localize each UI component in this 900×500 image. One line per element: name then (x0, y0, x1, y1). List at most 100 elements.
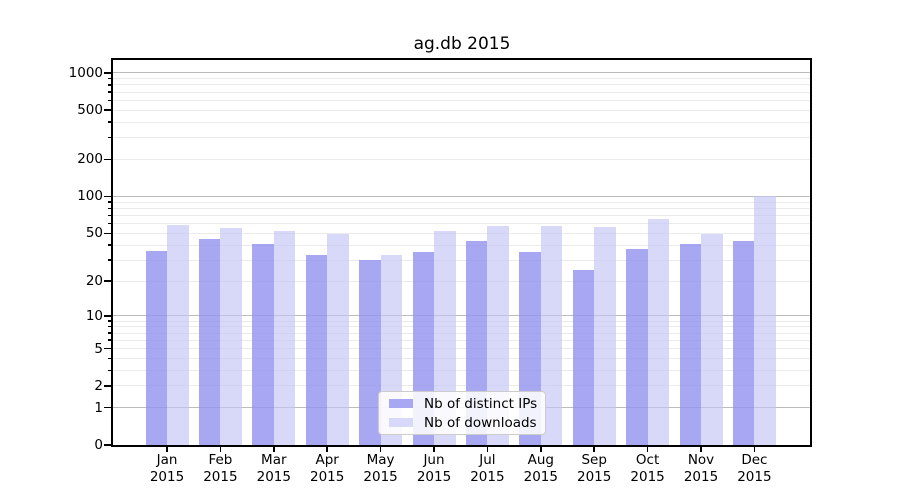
minor-gridline (113, 91, 810, 93)
y-tick-mark (104, 444, 111, 446)
minor-gridline (113, 223, 810, 225)
y-minor-tick-mark (107, 222, 111, 225)
x-tick-month: Mar (261, 452, 287, 468)
x-tick-mark-jul (486, 447, 489, 452)
y-minor-tick-mark (107, 77, 111, 80)
x-tick-label-jun: Jun 2015 (404, 452, 464, 485)
x-tick-label-aug: Aug 2015 (511, 452, 571, 485)
x-tick-mark-may (379, 447, 382, 452)
x-tick-year: 2015 (523, 468, 558, 485)
x-tick-label-sep: Sep 2015 (564, 452, 624, 485)
legend-item-downloads: Nb of downloads (389, 414, 537, 431)
minor-gridline (113, 280, 810, 282)
bar-distinct-ips-mar (252, 243, 274, 445)
y-tick-mark (104, 406, 111, 409)
minor-gridline (113, 357, 810, 359)
x-tick-label-apr: Apr 2015 (297, 452, 357, 485)
x-tick-label-mar: Mar 2015 (244, 452, 304, 485)
x-tick-month: Dec (741, 452, 768, 468)
y-minor-tick-mark (107, 99, 111, 102)
x-tick-mark-feb (219, 447, 222, 452)
y-minor-tick-mark (107, 244, 111, 246)
major-gridline (113, 195, 810, 197)
bar-distinct-ips-may (359, 260, 381, 445)
x-tick-mark-apr (326, 447, 328, 452)
x-tick-year: 2015 (737, 468, 772, 485)
y-tick-mark (104, 195, 111, 198)
legend-swatch-distinct-ips (389, 399, 413, 408)
y-minor-tick-mark (107, 136, 111, 139)
x-tick-mark-sep (593, 447, 595, 452)
x-tick-year: 2015 (470, 468, 505, 485)
x-tick-month: Apr (315, 452, 339, 468)
y-tick-mark (104, 232, 111, 234)
x-tick-year: 2015 (577, 468, 612, 485)
minor-gridline (113, 232, 810, 234)
y-minor-tick-mark (107, 201, 111, 203)
minor-gridline (113, 348, 810, 349)
y-minor-tick-mark (107, 91, 111, 93)
x-tick-label-dec: Dec 2015 (724, 452, 784, 485)
x-tick-year: 2015 (149, 468, 185, 485)
minor-gridline (113, 158, 810, 160)
y-tick-mark (104, 385, 111, 387)
bar-downloads-jul (487, 226, 509, 445)
minor-gridline (113, 137, 810, 139)
bar-downloads-aug (540, 226, 563, 445)
y-tick-label-100: 100 (77, 188, 103, 205)
bar-distinct-ips-dec (732, 241, 755, 445)
bar-distinct-ips-nov (679, 243, 701, 445)
legend-label-downloads: Nb of downloads (424, 414, 537, 431)
x-tick-month: Nov (687, 452, 715, 468)
minor-gridline (113, 369, 810, 371)
y-minor-tick-mark (107, 259, 111, 261)
bar-distinct-ips-jan (145, 250, 167, 445)
x-tick-mark-aug (540, 447, 542, 452)
y-tick-label-500: 500 (77, 102, 103, 119)
minor-gridline (113, 201, 810, 203)
major-gridline (113, 315, 810, 317)
x-tick-year: 2015 (256, 468, 291, 485)
x-tick-mark-mar (273, 447, 275, 452)
y-tick-mark (104, 72, 111, 74)
legend-item-distinct-ips: Nb of distinct IPs (389, 395, 538, 412)
minor-gridline (113, 320, 810, 322)
x-tick-month: May (366, 452, 395, 468)
y-minor-tick-mark (107, 339, 111, 341)
bar-downloads-jan (167, 224, 189, 445)
legend-label-distinct-ips: Nb of distinct IPs (424, 395, 538, 412)
y-minor-tick-mark (107, 214, 111, 217)
x-tick-year: 2015 (363, 468, 398, 485)
bar-distinct-ips-oct (626, 249, 648, 445)
legend-swatch-downloads (389, 418, 413, 427)
y-minor-tick-mark (107, 369, 111, 372)
x-tick-label-may: May 2015 (351, 452, 411, 485)
x-tick-year: 2015 (203, 468, 238, 485)
bar-downloads-mar (273, 231, 296, 445)
x-tick-year: 2015 (630, 468, 665, 485)
minor-gridline (113, 207, 810, 209)
bar-distinct-ips-feb (198, 238, 221, 445)
minor-gridline (113, 385, 810, 387)
x-tick-label-oct: Oct 2015 (618, 452, 678, 485)
minor-gridline (113, 84, 810, 86)
x-tick-year: 2015 (416, 468, 452, 485)
bar-downloads-dec (754, 196, 776, 445)
x-tick-mark-dec (753, 447, 756, 452)
minor-gridline (113, 214, 810, 216)
x-tick-month: Jan (156, 452, 178, 468)
y-tick-label-1: 1 (94, 399, 103, 416)
y-tick-label-1000: 1000 (68, 64, 103, 81)
x-tick-month: Jun (423, 452, 445, 468)
y-tick-mark (104, 158, 111, 161)
minor-gridline (113, 121, 810, 123)
minor-gridline (113, 99, 810, 101)
plot-area: Nb of distinct IPs Nb of downloads (111, 58, 812, 447)
y-tick-mark (104, 347, 111, 350)
bar-downloads-nov (701, 234, 723, 445)
x-tick-label-jan: Jan 2015 (137, 452, 197, 485)
minor-gridline (113, 326, 810, 328)
major-gridline (113, 72, 810, 74)
x-tick-label-nov: Nov 2015 (671, 452, 731, 485)
y-tick-label-50: 50 (85, 225, 103, 242)
